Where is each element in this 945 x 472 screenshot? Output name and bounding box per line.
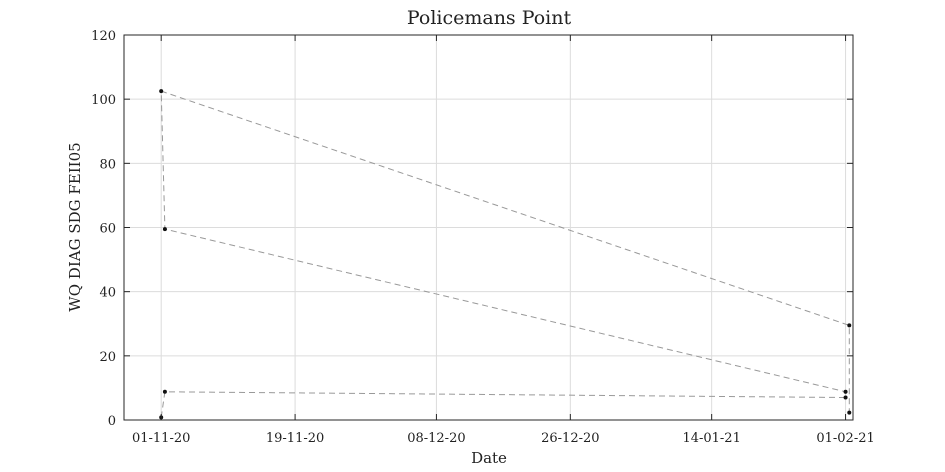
x-tick-label: 01-11-20 [132, 431, 190, 446]
y-tick-label: 60 [99, 222, 116, 237]
y-tick-label: 20 [99, 350, 116, 365]
x-tick-label: 19-11-20 [266, 431, 324, 446]
series-path [160, 90, 850, 418]
data-point [843, 389, 848, 394]
x-tick-label: 08-12-20 [407, 431, 465, 446]
data-point [847, 323, 852, 328]
y-tick-label: 80 [99, 157, 116, 172]
y-tick-label: 0 [108, 414, 116, 429]
x-tick-label: 26-12-20 [541, 431, 599, 446]
x-axis-label: Date [471, 449, 507, 467]
chart-title: Policemans Point [407, 7, 572, 29]
y-tick-label: 120 [91, 29, 116, 44]
data-point [847, 410, 852, 415]
y-tick-label: 100 [91, 93, 116, 108]
data-point [159, 89, 164, 94]
x-tick-label: 01-02-21 [816, 431, 874, 446]
x-tick-label: 14-01-21 [682, 431, 740, 446]
data-point [843, 395, 848, 400]
data-point [162, 389, 167, 394]
grid [124, 35, 853, 420]
ticks: 01-11-20 19-11-20 08-12-20 26-12-20 14-01-21… [91, 29, 875, 446]
series-line [159, 89, 852, 420]
data-point [162, 227, 167, 232]
y-axis-label: WQ DIAG SDG FEII05 [66, 142, 84, 311]
y-tick-label: 40 [99, 286, 116, 301]
